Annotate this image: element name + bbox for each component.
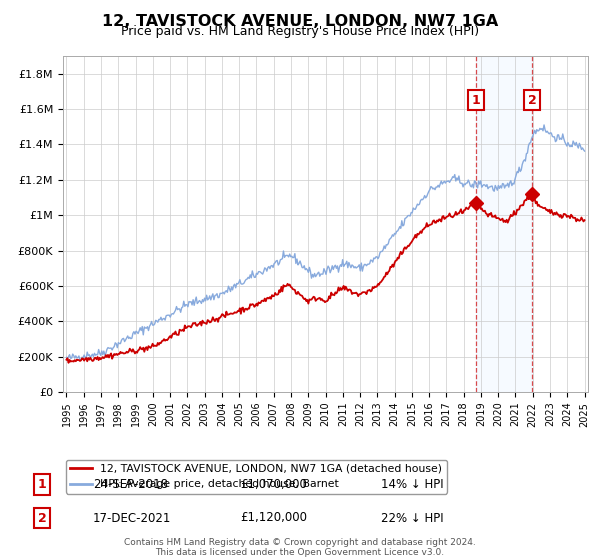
Text: £1,070,000: £1,070,000 <box>240 478 307 491</box>
Text: 2: 2 <box>38 511 46 525</box>
Bar <box>476 56 532 392</box>
Text: £1,120,000: £1,120,000 <box>240 511 307 525</box>
Text: 17-DEC-2021: 17-DEC-2021 <box>93 511 172 525</box>
Text: 1: 1 <box>38 478 46 491</box>
Text: 12, TAVISTOCK AVENUE, LONDON, NW7 1GA: 12, TAVISTOCK AVENUE, LONDON, NW7 1GA <box>102 14 498 29</box>
Legend: 12, TAVISTOCK AVENUE, LONDON, NW7 1GA (detached house), HPI: Average price, deta: 12, TAVISTOCK AVENUE, LONDON, NW7 1GA (d… <box>66 460 447 494</box>
Text: 2: 2 <box>527 94 536 107</box>
Text: Contains HM Land Registry data © Crown copyright and database right 2024.
This d: Contains HM Land Registry data © Crown c… <box>124 538 476 557</box>
Text: 14% ↓ HPI: 14% ↓ HPI <box>381 478 443 491</box>
Text: 24-SEP-2018: 24-SEP-2018 <box>93 478 168 491</box>
Text: 22% ↓ HPI: 22% ↓ HPI <box>381 511 443 525</box>
Text: Price paid vs. HM Land Registry's House Price Index (HPI): Price paid vs. HM Land Registry's House … <box>121 25 479 38</box>
Text: 1: 1 <box>472 94 481 107</box>
